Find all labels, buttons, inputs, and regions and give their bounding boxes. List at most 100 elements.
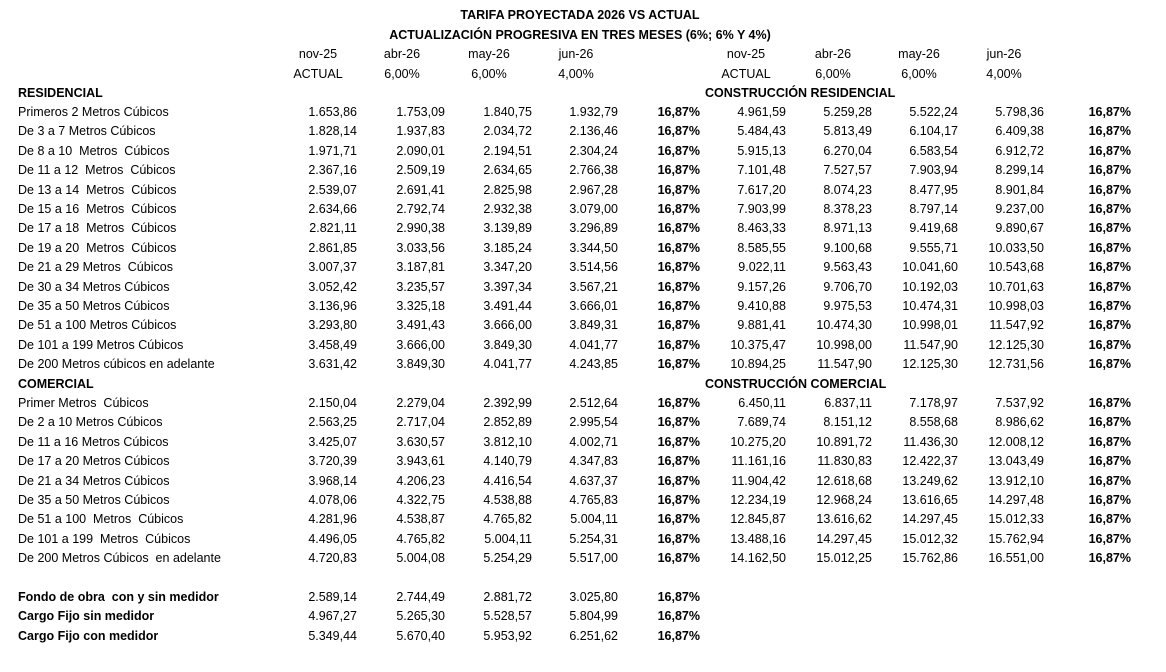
row-change-pct: 16,87% [657, 202, 700, 216]
row-value: 7.903,94 [909, 163, 958, 178]
row-value: 2.744,49 [396, 590, 445, 604]
row-change-pct: 16,87% [657, 357, 700, 372]
row-value: 2.563,25 [308, 415, 357, 430]
row-change-pct: 16,87% [657, 609, 700, 624]
row-change-pct: 16,87% [657, 628, 700, 643]
row-value: 11.547,92 [989, 318, 1044, 333]
row-change-pct: 16,87% [657, 473, 700, 488]
row-value: 13.912,10 [988, 473, 1044, 488]
row-change-pct: 16,87% [657, 415, 700, 430]
row-value: 6.270,04 [823, 143, 872, 158]
row-change-pct: 16,87% [657, 454, 700, 469]
row-value: 8.558,68 [909, 415, 958, 430]
row-value: 6.837,11 [824, 396, 872, 410]
row-value: 10.998,01 [902, 318, 958, 333]
row-value: 3.025,80 [569, 590, 618, 604]
row-label: De 21 a 29 Metros Cúbicos [18, 260, 173, 275]
row-value: 8.463,33 [737, 221, 786, 236]
row-change-pct: 16,87% [1088, 551, 1131, 566]
row-value: 5.484,43 [737, 124, 786, 139]
row-change-pct: 16,87% [657, 182, 700, 197]
row-value: 3.187,81 [396, 260, 445, 275]
row-value: 4.637,37 [569, 473, 618, 488]
row-value: 3.567,21 [569, 279, 618, 294]
row-value: 9.890,67 [995, 221, 1044, 236]
row-value: 3.235,57 [396, 279, 445, 294]
row-value: 5.804,99 [569, 609, 618, 624]
row-value: 4.967,27 [308, 609, 357, 624]
row-value: 2.881,72 [483, 590, 532, 604]
row-value: 12.422,37 [902, 454, 958, 469]
row-value: 5.259,28 [823, 105, 872, 119]
row-value: 3.344,50 [569, 240, 618, 255]
row-value: 5.670,40 [396, 628, 445, 643]
month-header: abr-26 [383, 47, 421, 61]
row-value: 2.509,19 [396, 163, 445, 178]
section-comercial: COMERCIAL [18, 376, 94, 391]
row-value: 8.901,84 [995, 182, 1044, 197]
row-value: 8.986,62 [995, 415, 1044, 430]
row-value: 11.904,42 [731, 473, 786, 488]
row-value: 3.293,80 [308, 318, 357, 333]
row-value: 5.004,11 [484, 531, 532, 546]
row-value: 4.496,05 [308, 531, 357, 546]
row-value: 4.281,96 [308, 512, 357, 527]
row-change-pct: 16,87% [657, 337, 700, 352]
row-value: 3.033,56 [396, 240, 445, 255]
row-change-pct: 16,87% [657, 124, 700, 139]
row-value: 2.861,85 [308, 240, 357, 255]
row-value: 5.004,11 [570, 512, 618, 527]
row-value: 8.299,14 [995, 163, 1044, 178]
row-value: 5.265,30 [396, 609, 445, 624]
row-value: 2.392,99 [483, 396, 532, 410]
row-value: 9.237,00 [995, 202, 1044, 216]
row-value: 3.849,30 [396, 357, 445, 372]
row-value: 3.185,24 [483, 240, 532, 255]
rate-header: ACTUAL [293, 67, 343, 81]
row-value: 2.150,04 [308, 396, 357, 410]
row-label: Primer Metros Cúbicos [18, 396, 149, 410]
row-label: De 51 a 100 Metros Cúbicos [18, 512, 184, 527]
row-value: 13.043,49 [988, 454, 1044, 469]
row-value: 2.136,46 [569, 124, 618, 139]
row-value: 14.297,48 [988, 493, 1044, 507]
row-value: 10.998,00 [816, 337, 872, 352]
row-value: 3.347,20 [483, 260, 532, 275]
row-value: 11.547,90 [817, 357, 872, 372]
row-value: 16.551,00 [988, 551, 1044, 566]
row-value: 10.041,60 [902, 260, 958, 275]
row-value: 1.753,09 [396, 105, 445, 119]
row-value: 10.375,47 [730, 337, 786, 352]
row-value: 2.932,38 [483, 202, 532, 216]
row-value: 4.765,82 [483, 512, 532, 527]
rate-header: 6,00% [901, 67, 937, 81]
row-value: 5.254,29 [483, 551, 532, 566]
month-header: may-26 [468, 47, 510, 61]
row-value: 13.488,16 [730, 531, 786, 546]
row-value: 12.008,12 [988, 434, 1044, 449]
row-value: 1.971,71 [308, 143, 357, 158]
row-value: 12.125,30 [988, 337, 1044, 352]
page-title: TARIFA PROYECTADA 2026 VS ACTUAL [460, 8, 700, 22]
row-value: 10.474,30 [816, 318, 872, 333]
row-value: 8.378,23 [823, 202, 872, 216]
row-value: 15.762,86 [902, 551, 958, 566]
row-change-pct: 16,87% [657, 590, 700, 604]
row-value: 3.136,96 [308, 299, 357, 313]
row-change-pct: 16,87% [1088, 105, 1131, 119]
row-value: 2.539,07 [308, 182, 357, 197]
row-label: Fondo de obra con y sin medidor [18, 590, 219, 604]
row-value: 3.630,57 [396, 434, 445, 449]
row-change-pct: 16,87% [1088, 434, 1131, 449]
row-value: 2.821,11 [309, 221, 357, 236]
row-value: 3.052,42 [308, 279, 357, 294]
row-value: 5.953,92 [483, 628, 532, 643]
row-value: 2.589,14 [308, 590, 357, 604]
row-change-pct: 16,87% [1088, 396, 1131, 410]
row-change-pct: 16,87% [657, 434, 700, 449]
row-value: 3.943,61 [396, 454, 445, 469]
row-value: 3.666,01 [569, 299, 618, 313]
row-value: 5.349,44 [308, 628, 357, 643]
row-value: 9.419,68 [909, 221, 958, 236]
row-value: 6.251,62 [569, 628, 618, 643]
